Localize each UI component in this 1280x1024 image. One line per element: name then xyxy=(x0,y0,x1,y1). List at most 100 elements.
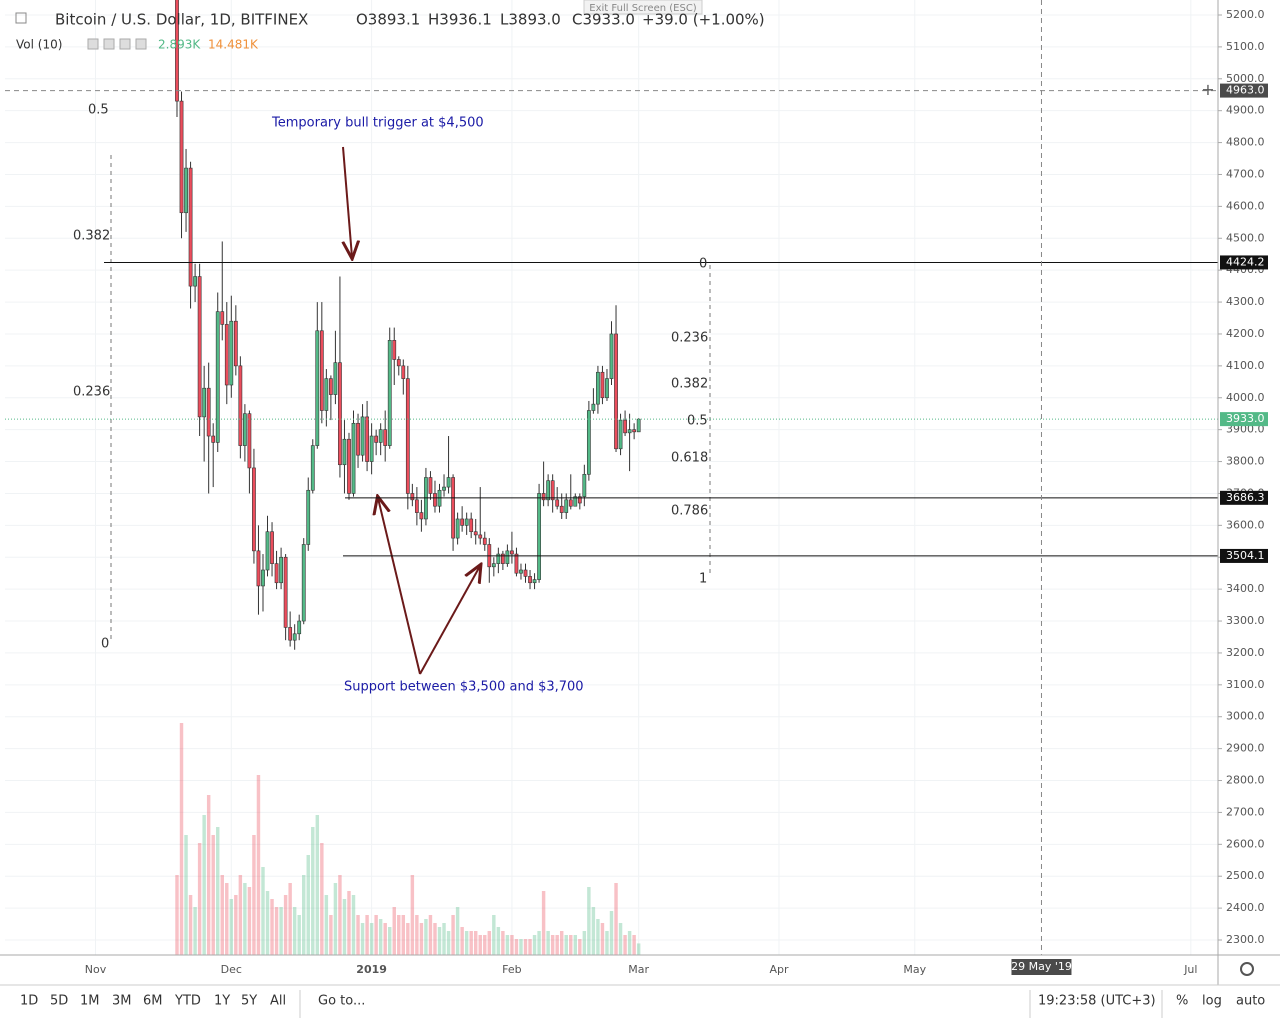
candle-body xyxy=(261,569,265,587)
ohlc-close: C3933.0 xyxy=(572,11,635,29)
volume-bar xyxy=(378,919,383,955)
volume-bar xyxy=(419,923,424,955)
crosshair-x-label: 29 May '19 xyxy=(1011,960,1072,973)
volume-bar xyxy=(338,875,342,955)
volume-bar xyxy=(582,931,587,955)
volume-bar xyxy=(211,835,215,955)
volume-bar xyxy=(315,815,320,955)
range-button[interactable]: 1Y xyxy=(214,994,230,1009)
volume-bar xyxy=(514,939,519,955)
candle-body xyxy=(184,167,188,214)
candle-body xyxy=(310,445,315,491)
settings-icon[interactable] xyxy=(1240,962,1254,976)
candle-body xyxy=(455,518,460,539)
candle-body xyxy=(333,362,338,395)
candle-body xyxy=(301,544,306,622)
fib-label: 1 xyxy=(699,572,707,587)
y-tick-label: 4100.0 xyxy=(1226,359,1265,372)
volume-bar xyxy=(234,895,238,955)
candle-body xyxy=(342,438,347,466)
range-button[interactable]: YTD xyxy=(174,994,201,1009)
candle-body xyxy=(618,419,623,450)
fib-label: 0.382 xyxy=(73,229,110,244)
volume-bar xyxy=(225,883,229,955)
volume-bar xyxy=(464,931,469,955)
candle-body xyxy=(582,474,587,497)
volume-bar xyxy=(559,931,564,955)
legend-icon[interactable] xyxy=(135,38,147,50)
range-button[interactable]: 6M xyxy=(143,994,163,1009)
fib-label: 0.786 xyxy=(671,504,708,519)
collapse-icon[interactable] xyxy=(15,12,27,24)
volume-bar xyxy=(184,835,188,955)
volume-legend: Vol (10) xyxy=(16,38,62,52)
range-button[interactable]: 5D xyxy=(50,994,68,1009)
candle-body xyxy=(175,0,179,102)
candle-body xyxy=(319,330,324,411)
legend-icon[interactable] xyxy=(87,38,99,50)
exit-button[interactable] xyxy=(583,0,703,15)
range-button[interactable]: 3M xyxy=(112,994,132,1009)
range-button[interactable]: All xyxy=(270,994,286,1009)
y-tick-label: 3300.0 xyxy=(1226,614,1265,627)
level-label: 4424.2 xyxy=(1226,255,1265,268)
volume-bar xyxy=(437,927,442,955)
legend-icon[interactable] xyxy=(119,38,131,50)
ohlc-open: O3893.1 xyxy=(356,11,420,29)
candle-body xyxy=(586,410,591,475)
fib-label: 0.5 xyxy=(687,414,708,429)
volume-bar xyxy=(636,943,641,955)
volume-bar xyxy=(469,931,473,955)
candle-body xyxy=(401,365,406,379)
volume-bar xyxy=(600,923,605,955)
candle-body xyxy=(387,340,392,446)
candle-body xyxy=(614,333,618,450)
symbol: Bitcoin / U.S. Dollar, 1D, BITFINEX xyxy=(55,11,308,29)
volume-bar xyxy=(473,931,478,955)
candle-body xyxy=(356,422,360,456)
volume-bar xyxy=(523,939,528,955)
log-toggle[interactable]: log xyxy=(1202,994,1222,1009)
candle-body xyxy=(573,496,578,507)
goto[interactable]: Go to... xyxy=(318,994,365,1009)
y-tick-label: 2600.0 xyxy=(1226,837,1265,850)
volume-bar xyxy=(492,915,496,955)
volume-bar xyxy=(252,835,256,955)
volume-bar xyxy=(356,915,360,955)
candle-body xyxy=(546,480,551,501)
volume-bar xyxy=(197,843,202,955)
fib-label: 0.236 xyxy=(73,385,110,400)
candle-body xyxy=(627,429,632,434)
candle-body xyxy=(211,435,216,443)
candle-body xyxy=(396,359,401,367)
candle-body xyxy=(265,531,270,571)
legend-icon[interactable] xyxy=(103,38,115,50)
auto-toggle[interactable]: auto xyxy=(1236,994,1265,1009)
volume-bar xyxy=(274,907,279,955)
volume-bar xyxy=(261,867,265,955)
percent-toggle[interactable]: % xyxy=(1176,994,1188,1009)
volume-bar xyxy=(415,915,419,955)
volume-value: 2.893K xyxy=(158,38,201,52)
volume-bar xyxy=(401,915,406,955)
volume-bar xyxy=(510,935,514,955)
level-tag xyxy=(1220,490,1268,505)
volume-bar xyxy=(333,883,338,955)
candle-body xyxy=(179,100,184,214)
range-button[interactable]: 5Y xyxy=(241,994,257,1009)
volume-bar xyxy=(451,915,455,955)
volume-bar xyxy=(238,875,243,955)
y-tick-label: 4000.0 xyxy=(1226,391,1265,404)
volume-bar xyxy=(397,915,401,955)
y-tick-label: 3100.0 xyxy=(1226,678,1265,691)
candle-body xyxy=(351,422,356,494)
range-button[interactable]: 1M xyxy=(80,994,100,1009)
candle-body xyxy=(568,499,573,507)
candle-body xyxy=(550,480,555,501)
x-tick-label: 2019 xyxy=(356,963,387,976)
range-button[interactable]: 1D xyxy=(20,994,38,1009)
y-tick-label: 2400.0 xyxy=(1226,901,1265,914)
exit-label[interactable]: Exit Full Screen (ESC) xyxy=(589,3,697,14)
candle-body xyxy=(636,418,641,433)
candle-body xyxy=(482,537,487,545)
